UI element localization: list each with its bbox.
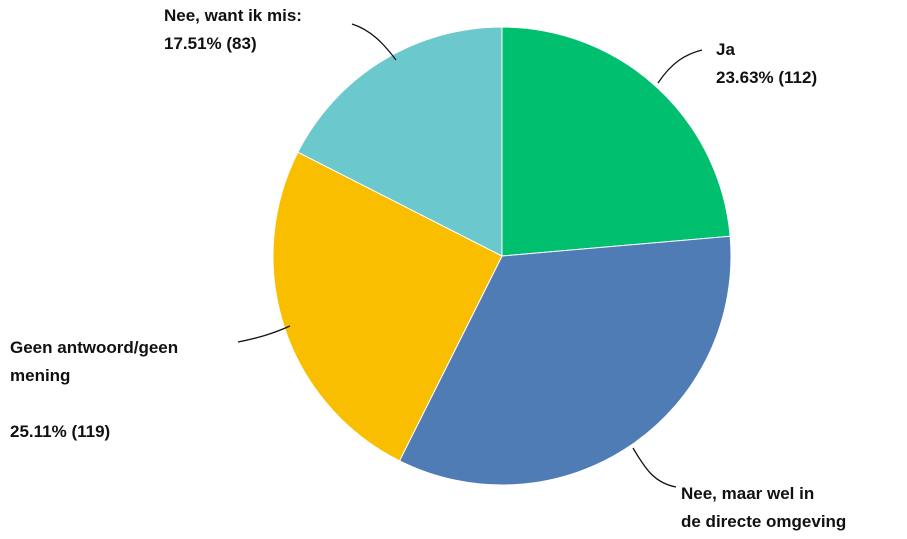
slice-label-line: Nee, maar wel in <box>681 484 815 503</box>
pie-slice-1 <box>398 235 732 486</box>
slice-label-nee-maar-wel: Nee, maar wel in de directe omgeving <box>681 480 846 536</box>
leader-line-nee-want-ik-mis <box>351 23 397 61</box>
slice-label-line: de directe omgeving <box>681 512 847 531</box>
leader-line-geen-antwoord <box>237 325 291 343</box>
slice-label-line: Ja <box>716 40 735 59</box>
slice-label-line: mening <box>10 366 71 385</box>
slice-label-line: Geen antwoord/geen <box>10 338 179 357</box>
pie-slice-3 <box>297 26 503 257</box>
slice-value-label: 17.51% (83) <box>164 34 257 53</box>
slice-value-label: 23.63% (112) <box>716 68 818 87</box>
slice-label-nee-want-ik-mis: Nee, want ik mis: 17.51% (83) <box>164 2 302 58</box>
slice-value-label: 25.11% (119) <box>10 422 111 441</box>
leader-line-ja <box>657 49 703 84</box>
pie-slice-0 <box>501 26 731 257</box>
slice-label-ja: Ja 23.63% (112) <box>716 36 817 92</box>
leader-line-nee-maar-wel <box>632 447 677 488</box>
pie-slice-2 <box>272 151 503 462</box>
slice-label-line: Nee, want ik mis: <box>164 6 302 25</box>
slice-label-geen-antwoord: Geen antwoord/geen mening 25.11% (119) <box>10 334 178 446</box>
